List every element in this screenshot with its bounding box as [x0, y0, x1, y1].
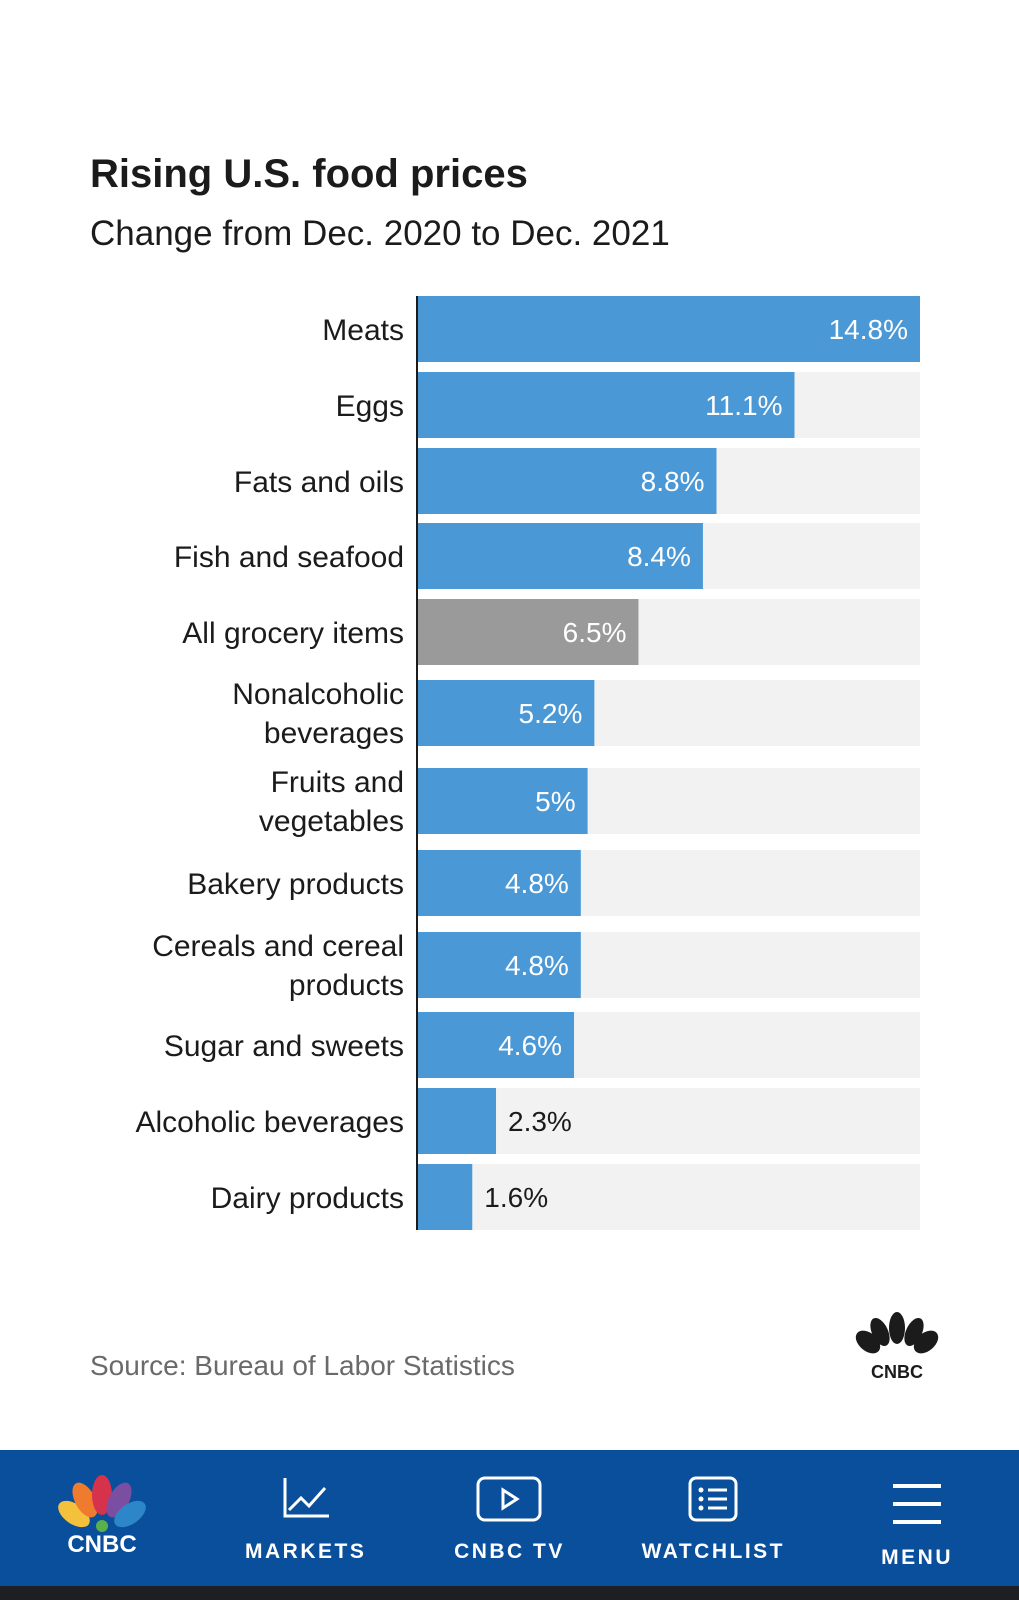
category-label: Fruits and vegetables — [259, 766, 404, 838]
category-label: Bakery products — [187, 868, 404, 901]
source-note: Source: Bureau of Labor Statistics — [90, 1350, 515, 1381]
play-icon — [476, 1476, 542, 1522]
category-label: Alcoholic beverages — [136, 1106, 405, 1139]
category-label: Fish and seafood — [174, 541, 404, 574]
category-label: Cereals and cereal products — [152, 930, 404, 1002]
bottom-nav: CNBC MARKETS CNBC TV WATCHLIST — [0, 1450, 1019, 1586]
cnbc-logo: CNBC — [855, 1312, 939, 1382]
bar-value-label: 5.2% — [519, 698, 583, 729]
nav-item-cnbc-tv[interactable]: CNBC TV — [408, 1450, 612, 1586]
bar-chart: 14.8% Meats 11.1% Eggs 8.8% Fats and oils 8.4%… — [136, 296, 920, 1230]
bar-value-label: 8.4% — [627, 541, 691, 572]
bar-value-label: 2.3% — [508, 1106, 572, 1137]
nav-item-home[interactable]: CNBC — [0, 1450, 204, 1586]
bar-value-label: 4.8% — [505, 950, 569, 981]
category-label: Meats — [322, 314, 404, 347]
nav-item-markets[interactable]: MARKETS — [204, 1450, 408, 1586]
nav-label-cnbc-tv: CNBC TV — [454, 1540, 565, 1563]
list-icon — [688, 1476, 738, 1522]
bar — [418, 680, 595, 746]
bar-value-label: 1.6% — [484, 1182, 548, 1213]
category-label: Fats and oils — [234, 466, 404, 499]
bar — [418, 372, 795, 438]
nav-item-menu[interactable]: MENU — [815, 1450, 1019, 1586]
bar — [418, 850, 581, 916]
nav-logo-text: CNBC — [67, 1531, 136, 1556]
bar-value-label: 14.8% — [829, 314, 908, 345]
nav-item-watchlist[interactable]: WATCHLIST — [611, 1450, 815, 1586]
category-label: Nonalcoholic beverages — [232, 678, 404, 750]
category-label: Sugar and sweets — [164, 1030, 404, 1063]
chart-subtitle: Change from Dec. 2020 to Dec. 2021 — [90, 214, 670, 253]
nav-label-markets: MARKETS — [245, 1540, 367, 1563]
bar — [418, 768, 588, 834]
bar-value-label: 8.8% — [641, 466, 705, 497]
bar-value-label: 11.1% — [705, 390, 782, 421]
cnbc-peacock-logo-icon: CNBC — [58, 1475, 146, 1556]
category-label: All grocery items — [182, 617, 404, 650]
nav-label-watchlist: WATCHLIST — [641, 1540, 785, 1563]
bar-value-label: 6.5% — [563, 617, 627, 648]
category-label: Eggs — [336, 390, 404, 423]
nav-label-menu: MENU — [881, 1546, 953, 1569]
category-label: Dairy products — [211, 1182, 404, 1215]
bar — [418, 296, 920, 362]
bar — [418, 1164, 473, 1230]
cnbc-logo-text: CNBC — [871, 1362, 923, 1382]
bar-value-label: 4.6% — [498, 1030, 562, 1061]
bar-value-label: 4.8% — [505, 868, 569, 899]
bar — [418, 1088, 497, 1154]
bar — [418, 448, 717, 514]
hamburger-menu-icon — [893, 1484, 942, 1524]
bar — [418, 599, 639, 665]
bar — [418, 932, 581, 998]
bar — [418, 1012, 575, 1078]
bar-value-label: 5% — [535, 786, 575, 817]
bar-track — [418, 1088, 920, 1154]
chart-line-icon — [283, 1478, 329, 1518]
bar — [418, 523, 703, 589]
bar-track — [418, 1164, 920, 1230]
chart-title: Rising U.S. food prices — [90, 152, 528, 196]
system-bar — [0, 1586, 1019, 1600]
